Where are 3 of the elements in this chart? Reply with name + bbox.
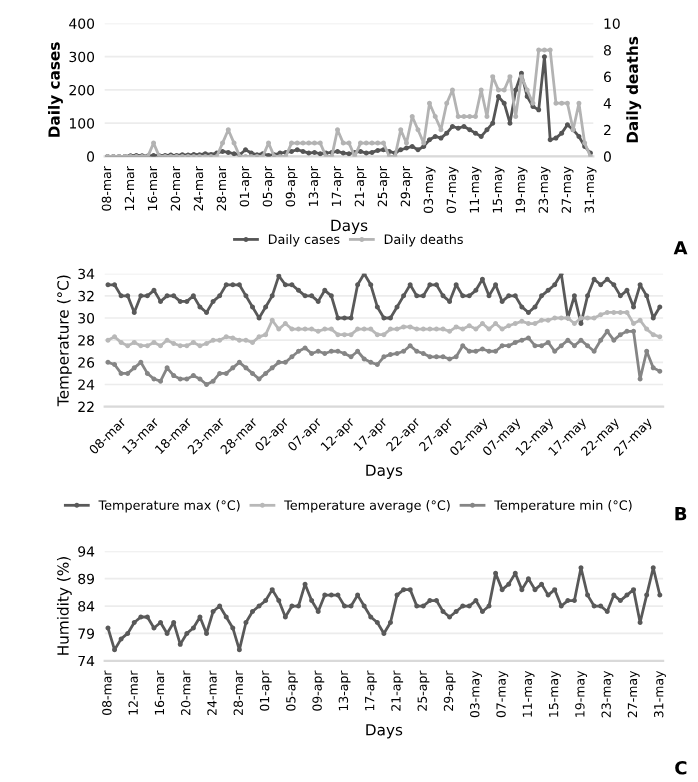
text: A <box>673 241 688 255</box>
text: C <box>675 760 687 775</box>
text: B <box>675 507 687 521</box>
